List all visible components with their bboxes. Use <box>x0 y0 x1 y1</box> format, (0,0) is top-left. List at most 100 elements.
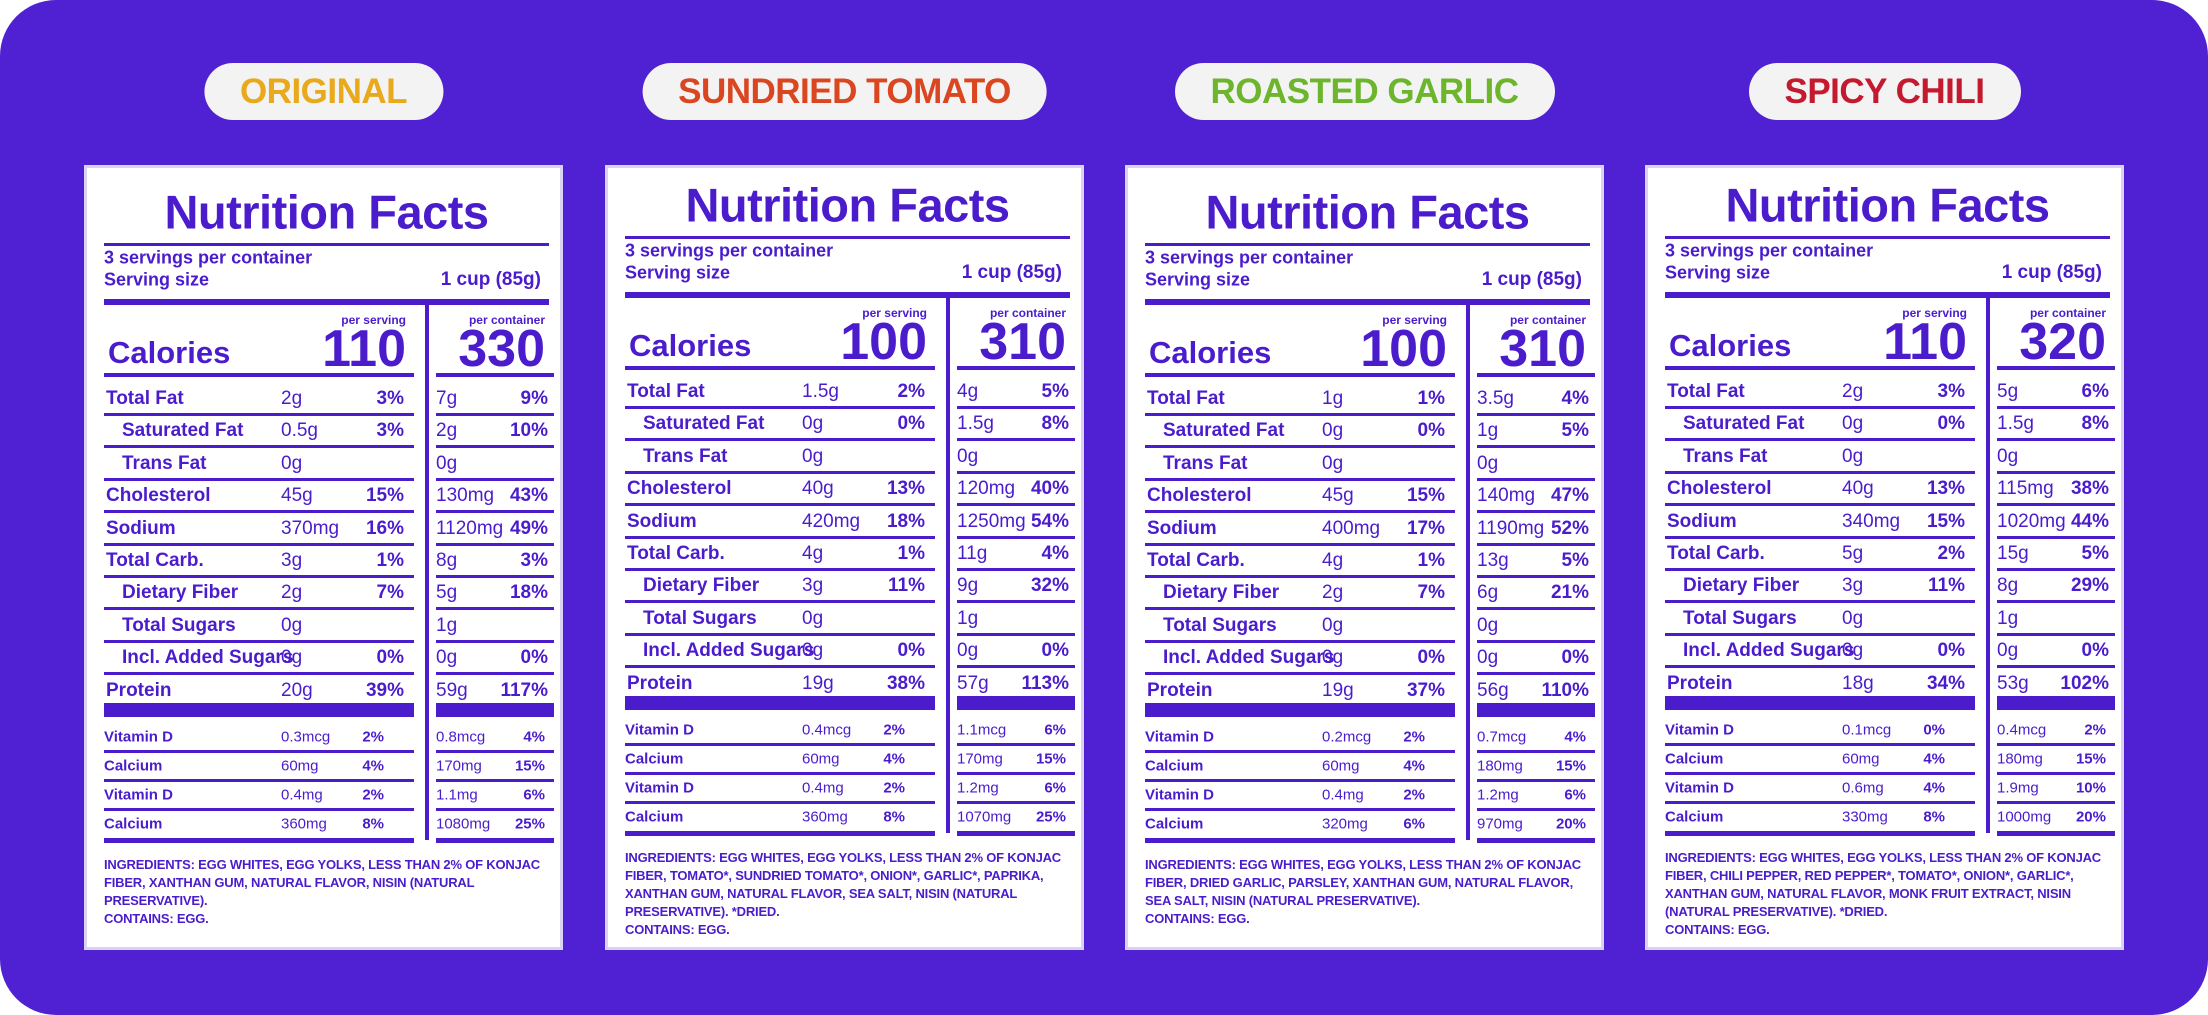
rule <box>436 445 554 449</box>
rule <box>1665 831 1975 836</box>
serving-amount: 3g <box>802 575 824 597</box>
rule <box>957 665 1075 669</box>
nutrient-name: Saturated Fat <box>1163 420 1285 442</box>
serving-dv: 0% <box>1417 420 1445 442</box>
container-amount: 1250mg <box>957 510 1026 532</box>
serving-dv: 3% <box>376 420 404 442</box>
vitamin-serving-dv: 8% <box>883 808 905 826</box>
rule <box>625 292 1070 298</box>
rule <box>1986 298 1990 833</box>
rule <box>1145 575 1455 578</box>
rule <box>1145 607 1455 611</box>
nutrient-name: Total Carb. <box>1667 543 1765 564</box>
serving-dv: 34% <box>1926 672 1965 694</box>
serving-amount: 40g <box>802 478 834 500</box>
vitamin-serving-dv: 2% <box>1403 728 1425 746</box>
container-dv: 18% <box>509 582 548 604</box>
vitamin-serving-dv: 4% <box>883 750 905 768</box>
rule <box>104 672 414 676</box>
serving-amount: 1g <box>1322 388 1344 409</box>
vitamin-name: Vitamin D <box>1665 779 1734 797</box>
serving-dv: 15% <box>1926 510 1965 532</box>
rule <box>1665 366 1975 370</box>
container-amount: 57g <box>957 672 989 694</box>
container-amount: 115mg <box>1997 478 2054 500</box>
serving-dv: 16% <box>365 517 404 539</box>
rule <box>957 831 1075 836</box>
ingredients: INGREDIENTS: EGG WHITES, EGG YOLKS, LESS… <box>625 850 1061 919</box>
nutrient-name: Saturated Fat <box>643 413 765 435</box>
container-amount: 0g <box>1477 614 1499 636</box>
nutrient-name: Dietary Fiber <box>643 575 760 597</box>
vitamin-container-dv: 2% <box>2084 721 2106 739</box>
rule <box>625 438 935 442</box>
panel-title: Nutrition Facts <box>1205 185 1530 239</box>
container-dv: 0% <box>1041 640 1069 662</box>
serving-amount: 3g <box>281 550 303 571</box>
rule <box>1997 438 2115 442</box>
vitamin-name: Calcium <box>104 757 163 775</box>
serving-dv: 13% <box>1926 478 1965 500</box>
container-dv: 5% <box>1561 550 1589 571</box>
serving-size-label: Serving size <box>625 262 731 283</box>
nutrient-name: Cholesterol <box>627 478 732 500</box>
vitamin-serving: 60mg <box>1322 757 1360 775</box>
rule <box>1997 696 2115 710</box>
contains: CONTAINS: EGG. <box>625 922 730 937</box>
rule <box>1145 639 1455 643</box>
rule <box>1477 607 1595 611</box>
calories-per-container: 310 <box>979 313 1066 371</box>
container-amount: 3.5g <box>1477 388 1514 409</box>
rule <box>436 672 554 676</box>
rule <box>1997 831 2115 836</box>
vitamin-serving-dv: 2% <box>883 779 905 797</box>
container-dv: 49% <box>509 517 548 539</box>
calories-per-serving: 100 <box>840 313 927 371</box>
nutrient-name: Dietary Fiber <box>1683 575 1800 597</box>
serving-dv: 39% <box>365 679 404 701</box>
rule <box>1665 535 1975 539</box>
rule <box>436 373 554 377</box>
vitamin-container: 170mg <box>957 750 1003 768</box>
rule <box>104 750 414 753</box>
serving-amount: 0g <box>281 614 303 636</box>
container-amount: 0g <box>1477 452 1499 474</box>
rule <box>1145 510 1455 514</box>
rule <box>1665 236 2110 239</box>
vitamin-serving-dv: 2% <box>362 786 384 804</box>
serving-size-label: Serving size <box>104 269 210 290</box>
serving-size: 1 cup (85g) <box>961 262 1062 283</box>
serving-dv: 2% <box>897 381 925 402</box>
container-dv: 117% <box>500 679 548 701</box>
serving-dv: 7% <box>1417 582 1445 604</box>
per-serving-label: per serving <box>1382 313 1447 327</box>
calories-per-container: 310 <box>1499 320 1586 378</box>
vitamin-container-dv: 15% <box>2075 750 2106 768</box>
vitamin-name: Vitamin D <box>1665 721 1734 739</box>
vitamin-container-dv: 4% <box>523 728 545 746</box>
serving-dv: 15% <box>365 485 404 507</box>
vitamin-container-dv: 15% <box>1555 757 1586 775</box>
rule <box>1145 373 1455 377</box>
vitamin-container: 0.7mcg <box>1477 728 1527 746</box>
nutrient-name: Total Carb. <box>627 543 725 564</box>
contains: CONTAINS: EGG. <box>104 911 209 926</box>
container-dv: 5% <box>1561 420 1589 442</box>
rule <box>957 438 1075 442</box>
nutrient-name: Sodium <box>1667 510 1737 532</box>
serving-size: 1 cup (85g) <box>1481 269 1582 290</box>
ingredients: INGREDIENTS: EGG WHITES, EGG YOLKS, LESS… <box>1145 857 1581 908</box>
vitamin-container-dv: 20% <box>1555 815 1586 833</box>
container-dv: 10% <box>509 420 548 442</box>
serving-amount: 370mg <box>281 517 340 539</box>
container-dv: 0% <box>2081 640 2109 662</box>
nutrient-name: Trans Fat <box>1163 452 1248 474</box>
container-dv: 29% <box>2070 575 2109 597</box>
vitamin-name: Vitamin D <box>104 728 173 746</box>
flavor-pill: SPICY CHILI <box>1748 63 2021 120</box>
rule <box>104 779 414 782</box>
rule <box>1665 696 1975 710</box>
serving-amount: 0g <box>802 607 824 629</box>
serving-amount: 4g <box>1322 550 1344 571</box>
rule <box>436 477 554 481</box>
